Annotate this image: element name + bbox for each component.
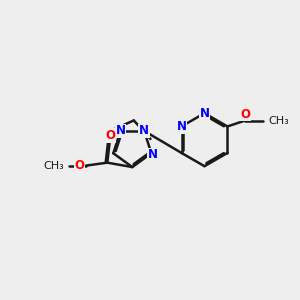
Text: N: N	[116, 124, 126, 137]
Text: O: O	[240, 108, 250, 121]
Text: CH₃: CH₃	[44, 160, 64, 171]
Text: N: N	[176, 120, 187, 133]
Text: O: O	[105, 129, 115, 142]
Text: N: N	[139, 124, 149, 137]
Text: N: N	[200, 107, 209, 120]
Text: N: N	[148, 148, 158, 161]
Text: O: O	[75, 159, 85, 172]
Text: CH₃: CH₃	[268, 116, 290, 126]
